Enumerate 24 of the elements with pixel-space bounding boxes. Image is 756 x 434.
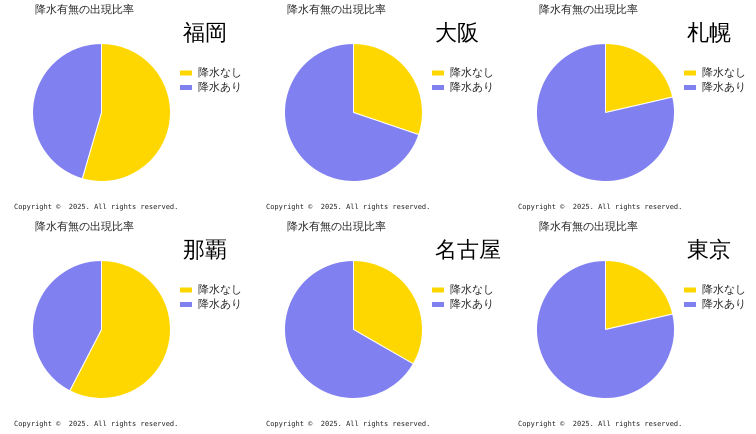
legend-label: 降水あり xyxy=(702,297,746,310)
chart-title: 降水有無の出現比率 xyxy=(539,3,638,17)
legend-label: 降水あり xyxy=(450,297,494,310)
chart-subtitle: 福岡 xyxy=(183,21,227,47)
legend-label: 降水あり xyxy=(702,80,746,94)
chart-title: 降水有無の出現比率 xyxy=(539,220,638,234)
chart-subtitle: 札幌 xyxy=(687,21,731,47)
legend-label: 降水なし xyxy=(198,282,242,296)
chart-title: 降水有無の出現比率 xyxy=(287,220,386,234)
legend-label: 降水なし xyxy=(450,282,494,296)
legend-label: 降水あり xyxy=(198,80,242,94)
legend-label: 降水あり xyxy=(198,297,242,310)
legend-label: 降水なし xyxy=(702,282,746,296)
chart-title: 降水有無の出現比率 xyxy=(287,3,386,17)
legend-label: 降水なし xyxy=(450,66,494,79)
chart-subtitle: 大阪 xyxy=(435,21,479,47)
legend-label: 降水あり xyxy=(450,80,494,94)
chart-subtitle: 東京 xyxy=(687,238,731,264)
chart-subtitle: 名古屋 xyxy=(435,238,501,264)
chart-title: 降水有無の出現比率 xyxy=(35,220,134,234)
legend-label: 降水なし xyxy=(198,66,242,79)
legend-label: 降水なし xyxy=(702,66,746,79)
chart-title: 降水有無の出現比率 xyxy=(35,3,134,17)
chart-subtitle: 那覇 xyxy=(183,238,227,264)
